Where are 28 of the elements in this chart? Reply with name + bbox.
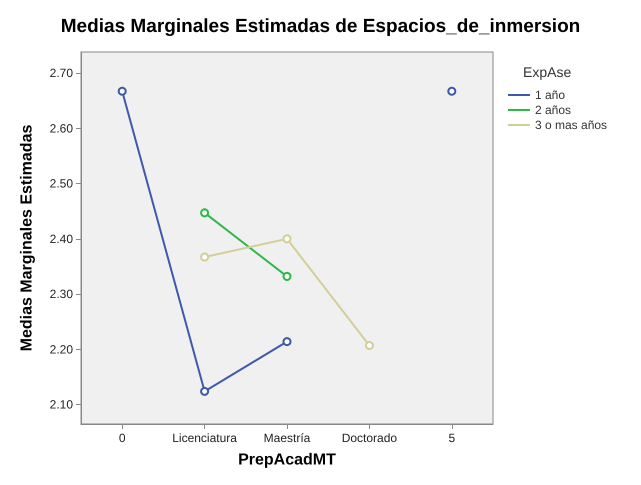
point — [200, 386, 210, 396]
point — [447, 86, 456, 96]
y-axis-title: Medias Marginales Estimadas — [18, 124, 36, 352]
x-tick-label: Doctorado — [342, 431, 398, 445]
y-tick-label: 2.30 — [50, 287, 74, 302]
point — [364, 341, 374, 350]
x-tick-label: Maestría — [264, 431, 311, 445]
y-tick-label: 2.50 — [50, 176, 74, 191]
legend-title: ExpAse — [523, 64, 572, 80]
legend-label: 2 años — [535, 103, 572, 117]
legend-label: 3 o mas años — [535, 118, 608, 132]
legend-label: 1 año — [535, 88, 566, 102]
x-tick-label: 5 — [448, 431, 456, 445]
y-tick-label: 2.10 — [50, 398, 74, 412]
point — [118, 86, 127, 96]
point — [282, 234, 292, 244]
point — [200, 208, 210, 218]
x-tick-label: 0 — [118, 431, 126, 445]
point — [282, 337, 292, 346]
chart-title: Medias Marginales Estimadas de Espacios_de_inmersion — [60, 16, 580, 37]
x-tick-label: Licenciatura — [172, 431, 238, 445]
y-tick-label: 2.40 — [50, 232, 74, 246]
y-tick-label: 2.70 — [50, 66, 74, 80]
y-tick-label: 2.60 — [50, 121, 74, 136]
point — [200, 252, 210, 262]
y-tick-label: 2.20 — [50, 342, 74, 356]
point — [282, 272, 292, 281]
x-axis-title: PrepAcadMT — [238, 452, 336, 468]
